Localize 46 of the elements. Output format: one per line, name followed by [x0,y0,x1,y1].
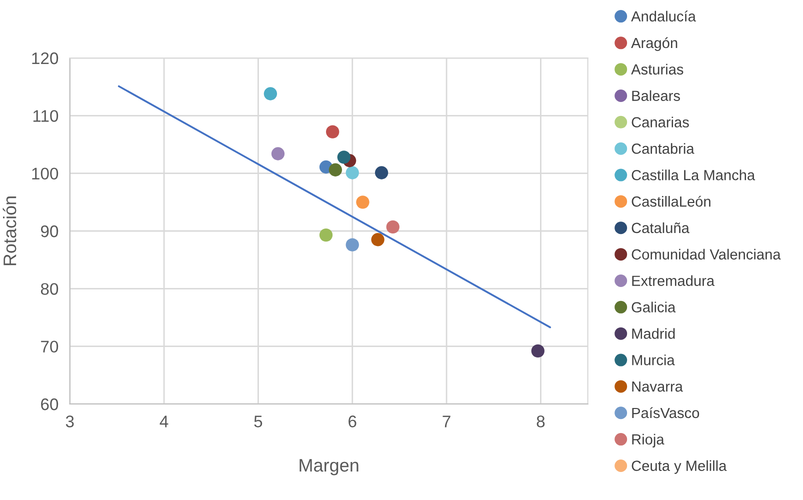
legend-label: Rioja [632,434,664,448]
y-tick-label: 110 [33,110,58,122]
x-tick-label: 5 [254,416,262,428]
legend-label: Canarias [632,116,689,128]
legend-label: Madrid [632,328,675,339]
legend-label: Extremadura [632,275,715,286]
point [371,233,384,246]
legend-label: Balears [632,90,680,101]
legend-label: Castilla La Mancha [632,170,756,180]
point [531,344,544,358]
legend-label: Murcia [632,354,675,366]
legend-label: Cantabria [632,143,694,154]
y-tick-label: 80 [40,283,58,295]
legend-label: Andalucía [631,10,696,22]
x-tick-label: 3 [66,416,74,428]
legend-label: PaísVasco [632,407,700,418]
point [328,163,342,176]
point [326,125,340,138]
x-tick-label: 4 [160,416,168,428]
legend-label: Navarra [632,382,683,392]
point [346,166,359,180]
point [337,150,350,164]
legend-label: CastillaLeón [632,196,710,207]
point [356,196,370,209]
point [346,238,359,252]
point [264,87,278,100]
y-tick-label: 100 [32,168,58,180]
legend-label: Asturias [631,64,684,75]
legend-label: Cataluña [632,222,690,234]
y-tick-label: 70 [41,340,58,353]
legend-label: Comunidad Valenciana [632,248,781,260]
point [319,228,333,242]
point [374,166,388,180]
point [386,220,400,234]
x-tick-label: 6 [348,416,356,428]
y-tick-label: 120 [32,52,58,64]
legend-label: Ceuta y Melilla [632,460,727,474]
point [271,147,285,160]
legend-label: Aragón [631,37,678,52]
x-tick-label: 8 [536,416,545,428]
y-tick-label: 90 [40,225,58,238]
x-tick-label: 7 [442,416,450,428]
x-axis-title: Margen [300,459,358,476]
y-axis-title: Rotación [2,196,16,266]
legend-label: Galicia [632,302,676,312]
y-tick-label: 60 [41,398,58,410]
